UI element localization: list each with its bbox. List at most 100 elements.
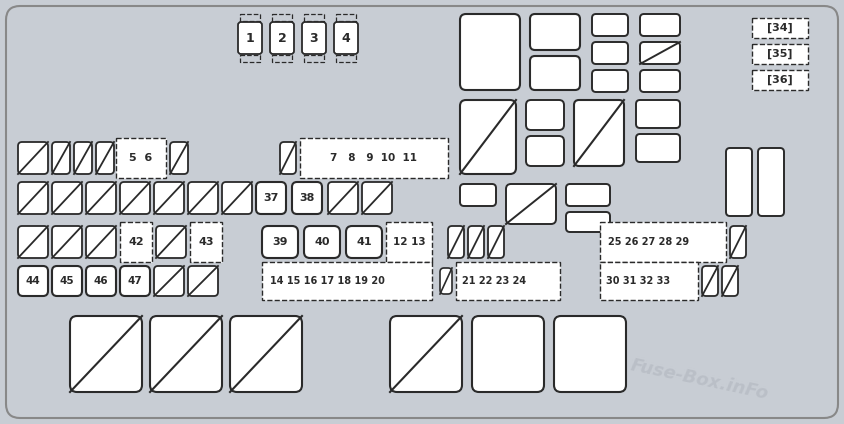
Text: 12 13: 12 13	[392, 237, 425, 247]
Bar	[262, 262, 432, 300]
Text: [36]: [36]	[767, 75, 793, 85]
FancyBboxPatch shape	[526, 100, 564, 130]
Bar	[600, 262, 698, 300]
FancyBboxPatch shape	[96, 142, 114, 174]
FancyBboxPatch shape	[506, 184, 556, 224]
FancyBboxPatch shape	[302, 22, 326, 54]
Bar	[304, 55, 324, 62]
Text: 3: 3	[310, 31, 318, 45]
Bar	[386, 222, 432, 262]
FancyBboxPatch shape	[6, 6, 838, 418]
FancyBboxPatch shape	[304, 226, 340, 258]
FancyBboxPatch shape	[230, 316, 302, 392]
Text: 37: 37	[263, 193, 279, 203]
FancyBboxPatch shape	[390, 316, 462, 392]
FancyBboxPatch shape	[448, 226, 464, 258]
Bar	[300, 138, 448, 178]
Text: 4: 4	[342, 31, 350, 45]
Bar	[272, 55, 292, 62]
Text: 5  6: 5 6	[129, 153, 153, 163]
FancyBboxPatch shape	[86, 266, 116, 296]
Bar	[600, 222, 726, 262]
Text: 45: 45	[60, 276, 74, 286]
Bar	[190, 222, 222, 262]
Text: 25 26 27 28 29: 25 26 27 28 29	[608, 237, 689, 247]
Bar	[240, 14, 260, 21]
Bar	[116, 138, 166, 178]
FancyBboxPatch shape	[256, 182, 286, 214]
Text: 14 15 16 17 18 19 20: 14 15 16 17 18 19 20	[270, 276, 385, 286]
FancyBboxPatch shape	[52, 142, 70, 174]
FancyBboxPatch shape	[488, 226, 504, 258]
FancyBboxPatch shape	[120, 266, 150, 296]
FancyBboxPatch shape	[726, 148, 752, 216]
Bar	[456, 262, 560, 300]
FancyBboxPatch shape	[70, 316, 142, 392]
FancyBboxPatch shape	[640, 14, 680, 36]
FancyBboxPatch shape	[574, 100, 624, 166]
FancyBboxPatch shape	[554, 316, 626, 392]
FancyBboxPatch shape	[730, 226, 746, 258]
Bar	[272, 14, 292, 21]
Text: 21 22 23 24: 21 22 23 24	[462, 276, 526, 286]
FancyBboxPatch shape	[592, 70, 628, 92]
FancyBboxPatch shape	[156, 226, 186, 258]
Text: 1: 1	[246, 31, 254, 45]
FancyBboxPatch shape	[18, 226, 48, 258]
FancyBboxPatch shape	[18, 266, 48, 296]
Bar	[752, 18, 808, 38]
FancyBboxPatch shape	[460, 184, 496, 206]
FancyBboxPatch shape	[120, 182, 150, 214]
FancyBboxPatch shape	[154, 182, 184, 214]
FancyBboxPatch shape	[52, 182, 82, 214]
Bar	[752, 70, 808, 90]
FancyBboxPatch shape	[636, 134, 680, 162]
Text: 42: 42	[128, 237, 143, 247]
FancyBboxPatch shape	[188, 266, 218, 296]
FancyBboxPatch shape	[640, 42, 680, 64]
Text: 46: 46	[94, 276, 108, 286]
Text: 41: 41	[356, 237, 372, 247]
FancyBboxPatch shape	[334, 22, 358, 54]
Text: 2: 2	[278, 31, 286, 45]
FancyBboxPatch shape	[150, 316, 222, 392]
Text: 30 31 32 33: 30 31 32 33	[606, 276, 670, 286]
FancyBboxPatch shape	[328, 182, 358, 214]
FancyBboxPatch shape	[640, 70, 680, 92]
FancyBboxPatch shape	[566, 212, 610, 232]
Text: 44: 44	[25, 276, 41, 286]
Bar	[120, 222, 152, 262]
Text: 43: 43	[198, 237, 214, 247]
FancyBboxPatch shape	[362, 182, 392, 214]
FancyBboxPatch shape	[566, 184, 610, 206]
Bar	[336, 14, 356, 21]
FancyBboxPatch shape	[526, 136, 564, 166]
FancyBboxPatch shape	[758, 148, 784, 216]
FancyBboxPatch shape	[530, 14, 580, 50]
FancyBboxPatch shape	[18, 182, 48, 214]
FancyBboxPatch shape	[722, 266, 738, 296]
Text: 38: 38	[300, 193, 315, 203]
Bar	[240, 55, 260, 62]
FancyBboxPatch shape	[440, 268, 452, 294]
Text: 7   8   9  10  11: 7 8 9 10 11	[331, 153, 418, 163]
FancyBboxPatch shape	[292, 182, 322, 214]
FancyBboxPatch shape	[222, 182, 252, 214]
Bar	[752, 44, 808, 64]
FancyBboxPatch shape	[592, 14, 628, 36]
FancyBboxPatch shape	[346, 226, 382, 258]
Text: [34]: [34]	[767, 23, 793, 33]
FancyBboxPatch shape	[74, 142, 92, 174]
FancyBboxPatch shape	[154, 266, 184, 296]
Text: Fuse-Box.inFo: Fuse-Box.inFo	[630, 357, 771, 403]
Text: 40: 40	[314, 237, 330, 247]
FancyBboxPatch shape	[18, 142, 48, 174]
FancyBboxPatch shape	[472, 316, 544, 392]
FancyBboxPatch shape	[52, 226, 82, 258]
FancyBboxPatch shape	[86, 226, 116, 258]
Text: 47: 47	[127, 276, 143, 286]
FancyBboxPatch shape	[468, 226, 484, 258]
FancyBboxPatch shape	[52, 266, 82, 296]
Text: 39: 39	[273, 237, 288, 247]
Text: [35]: [35]	[767, 49, 793, 59]
